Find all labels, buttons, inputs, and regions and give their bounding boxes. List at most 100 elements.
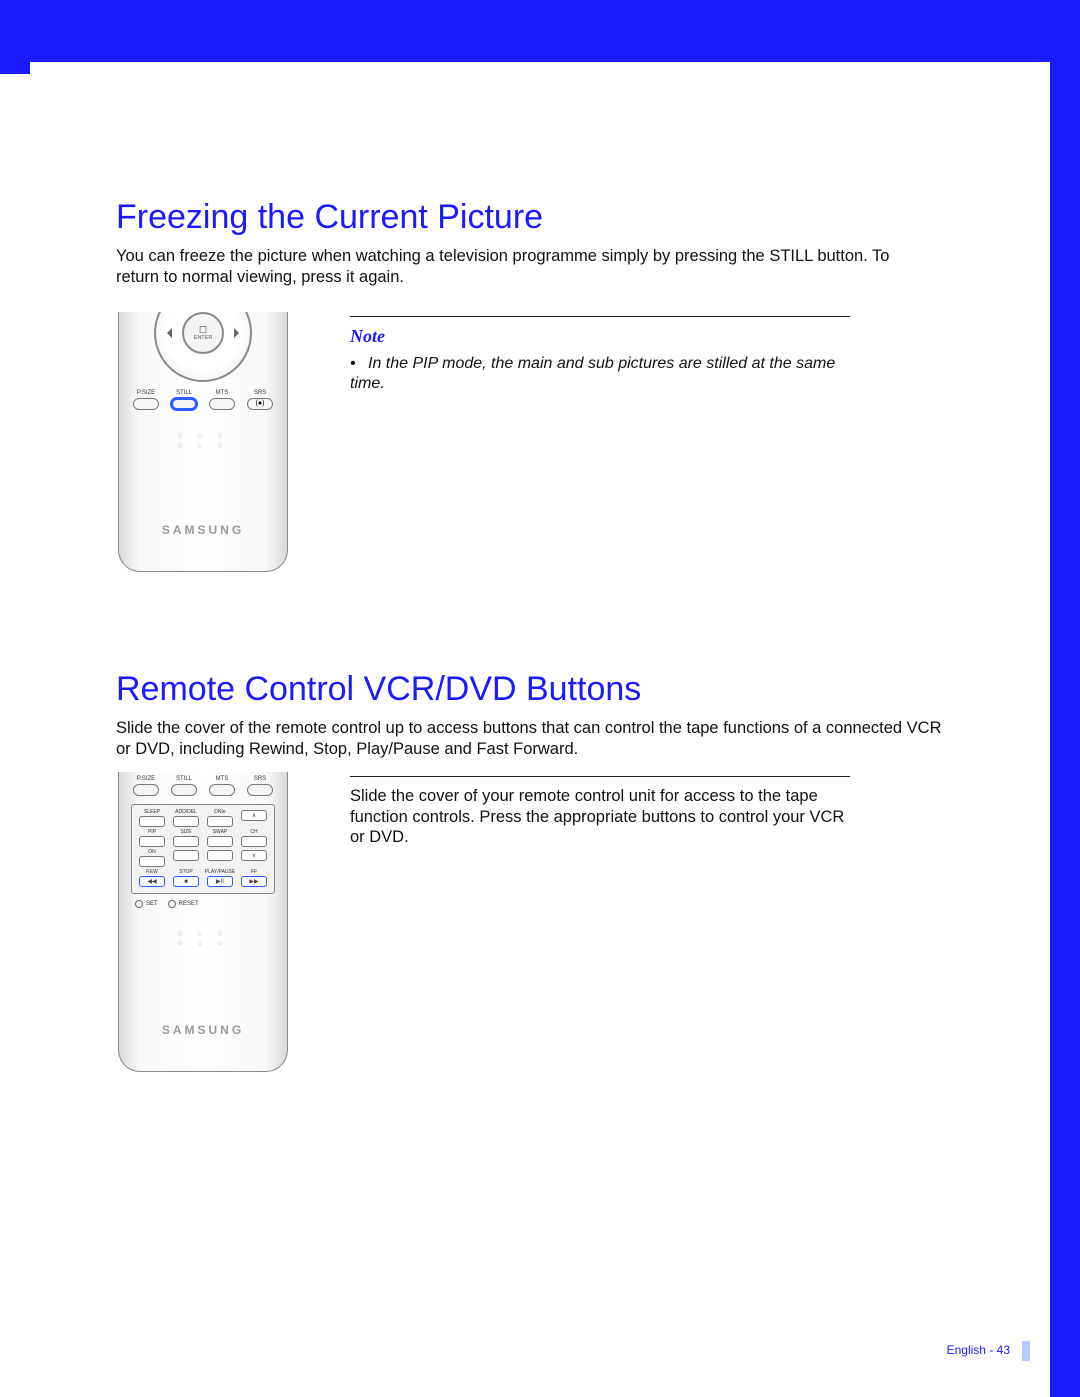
- instruction-body: Slide the cover of your remote control u…: [350, 786, 850, 848]
- panel-button: ∧: [241, 810, 267, 821]
- button-label: P.SIZE: [129, 776, 163, 782]
- dpad-right-icon: [234, 328, 244, 338]
- instruction-divider: [350, 776, 850, 777]
- remote1-btn-still: STILL: [167, 390, 201, 420]
- pill-button: [133, 784, 159, 796]
- panel-button: [173, 850, 199, 861]
- panel-button: ∨: [241, 850, 267, 861]
- panel-row: REW◀◀STOP■PLAY/PAUSE▶IIFF▶▶: [136, 869, 270, 887]
- panel-cell: ON: [136, 849, 168, 867]
- button-label: SWAP: [204, 829, 236, 835]
- pill-button: [133, 398, 159, 410]
- button-label: MTS: [205, 776, 239, 782]
- button-label: REW: [136, 869, 168, 875]
- remote2-top-still: STILL: [167, 776, 201, 798]
- circle-icon: [135, 900, 143, 908]
- button-label: MTS: [205, 390, 239, 396]
- remote2-top-psize: P.SIZE: [129, 776, 163, 798]
- note-label: Note: [350, 326, 385, 347]
- panel-cell: REW◀◀: [136, 869, 168, 887]
- panel-button: [139, 816, 165, 827]
- note-bullet: •: [350, 354, 368, 374]
- panel-cell: SWAP: [204, 829, 236, 847]
- circle-icon: [168, 900, 176, 908]
- panel-cell: ∧: [238, 809, 270, 827]
- panel-row: SLEEPADD/DELDNIe ∧: [136, 809, 270, 827]
- section2-body: Slide the cover of the remote control up…: [116, 718, 956, 759]
- panel-cell: PIP: [136, 829, 168, 847]
- panel-cell: DNIe: [204, 809, 236, 827]
- button-label: SLEEP: [136, 809, 168, 815]
- button-label: CH: [238, 829, 270, 835]
- dpad-left-icon: [162, 328, 172, 338]
- pill-button: [171, 784, 197, 796]
- set-item: SET: [135, 900, 158, 908]
- footer-tab: [1022, 1341, 1030, 1361]
- panel-cell: CH: [238, 829, 270, 847]
- dpad-ring: ◻ ENTER: [154, 312, 252, 382]
- page-frame-right: [1050, 0, 1080, 1397]
- grip-dots: ○ ○ ○○ ○ ○: [119, 430, 287, 450]
- panel-button: ■: [173, 876, 199, 887]
- remote2-top-row: P.SIZE STILL MTS SRS: [129, 776, 277, 798]
- button-label: DNIe: [204, 809, 236, 815]
- button-label: STOP: [170, 869, 202, 875]
- panel-cell: STOP■: [170, 869, 202, 887]
- note-body: •In the PIP mode, the main and sub pictu…: [350, 354, 850, 394]
- button-label: P.SIZE: [129, 390, 163, 396]
- panel-cell: SIZE: [170, 829, 202, 847]
- panel-button: [241, 836, 267, 847]
- button-label: ADD/DEL: [170, 809, 202, 815]
- panel-button: ▶II: [207, 876, 233, 887]
- set-label: RESET: [179, 901, 199, 907]
- panel-cell: PLAY/PAUSE▶II: [204, 869, 236, 887]
- brand-logo: SAMSUNG: [119, 523, 287, 537]
- brand-logo: SAMSUNG: [119, 1023, 287, 1037]
- button-label: PIP: [136, 829, 168, 835]
- page-footer: English - 43: [947, 1343, 1010, 1357]
- button-label: SRS: [243, 776, 277, 782]
- button-label: FF: [238, 869, 270, 875]
- panel-row: PIPSIZESWAPCH: [136, 829, 270, 847]
- remote-illustration-1: ◻ ENTER P.SIZESTILLMTSSRS(●) ○ ○ ○○ ○ ○ …: [118, 312, 288, 572]
- panel-button: [207, 850, 233, 861]
- remote1-btn-psize: P.SIZE: [129, 390, 163, 420]
- remote1-btn-srs: SRS (●): [243, 390, 277, 420]
- panel-button: [139, 836, 165, 847]
- panel-cell: FF▶▶: [238, 869, 270, 887]
- remote2-panel: SLEEPADD/DELDNIe∧PIPSIZESWAPCHON∨REW◀◀ST…: [131, 804, 275, 894]
- section1-title: Freezing the Current Picture: [116, 198, 543, 237]
- panel-button: [207, 816, 233, 827]
- note-divider: [350, 316, 850, 317]
- remote2-top-mts: MTS: [205, 776, 239, 798]
- panel-button: [207, 836, 233, 847]
- page-frame-left-stub: [0, 0, 30, 74]
- pill-button: [247, 784, 273, 796]
- button-label: PLAY/PAUSE: [204, 869, 236, 875]
- panel-cell: SLEEP: [136, 809, 168, 827]
- remote1-button-row: P.SIZE STILL MTS SRS (●): [129, 390, 277, 420]
- enter-label: ENTER: [194, 335, 213, 341]
- section1-body: You can freeze the picture when watching…: [116, 246, 916, 287]
- remote-illustration-2: P.SIZE STILL MTS SRS SLEEPADD/DELDNIe ∧ PIPSI…: [118, 772, 288, 1072]
- remote1-btn-mts: MTS: [205, 390, 239, 420]
- panel-button: ◀◀: [139, 876, 165, 887]
- button-label: SIZE: [170, 829, 202, 835]
- panel-cell: ∨: [238, 849, 270, 867]
- set-item: RESET: [168, 900, 199, 908]
- note-text: In the PIP mode, the main and sub pictur…: [350, 355, 835, 392]
- panel-row: ON ∨: [136, 849, 270, 867]
- button-label: SRS: [243, 390, 277, 396]
- panel-button: [173, 816, 199, 827]
- pill-button: [171, 398, 197, 410]
- grip-dots: ○ ○ ○○ ○ ○: [119, 928, 287, 948]
- section2-title: Remote Control VCR/DVD Buttons: [116, 670, 641, 709]
- button-label: ON: [136, 849, 168, 855]
- pill-button: (●): [247, 398, 273, 410]
- panel-cell: ADD/DEL: [170, 809, 202, 827]
- remote2-set-row: SET RESET: [135, 900, 199, 908]
- panel-button: ▶▶: [241, 876, 267, 887]
- set-label: SET: [146, 901, 158, 907]
- enter-button: ◻ ENTER: [182, 312, 224, 354]
- remote2-top-srs: SRS: [243, 776, 277, 798]
